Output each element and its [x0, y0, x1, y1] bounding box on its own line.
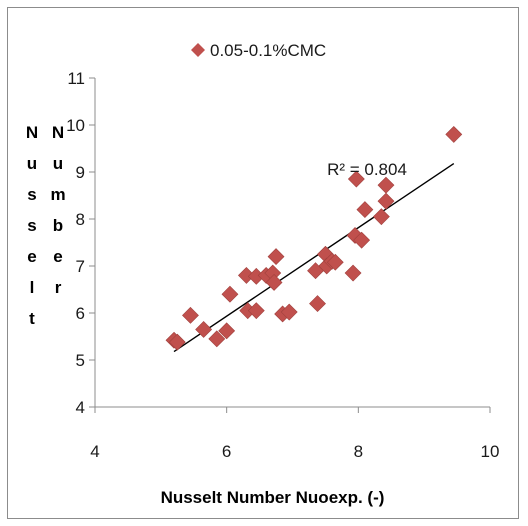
y-label-char: s [27, 185, 36, 204]
x-tick-labels: 4 6 8 10 [90, 442, 499, 461]
y-label-char: e [53, 247, 62, 266]
data-point [265, 274, 283, 291]
legend-label: 0.05-0.1%CMC [210, 41, 326, 60]
data-point [347, 170, 365, 188]
x-tick-label: 6 [222, 442, 231, 461]
y-label-char: u [53, 154, 63, 173]
y-tick-label: 7 [76, 257, 85, 276]
data-point [218, 322, 236, 340]
chart-area [7, 7, 519, 519]
trendline-group [173, 162, 455, 353]
legend: 0.05-0.1%CMC [191, 41, 326, 60]
data-point [280, 303, 298, 321]
y-label-char: l [30, 278, 35, 297]
axes [89, 77, 491, 413]
y-tick-label: 5 [76, 351, 85, 370]
x-tick-label: 10 [481, 442, 500, 461]
data-point [377, 176, 395, 194]
y-tick-label: 10 [66, 116, 85, 135]
y-label-char: s [27, 216, 36, 235]
data-point [445, 125, 463, 143]
data-point [208, 330, 226, 348]
y-label-char: u [27, 154, 37, 173]
x-axis-label: Nusselt Number Nuoexp. (-) [161, 488, 385, 507]
y-label-char: e [27, 247, 36, 266]
data-points [165, 125, 463, 351]
x-tick-label: 8 [354, 442, 363, 461]
y-tick-label: 4 [76, 398, 85, 417]
data-point [326, 253, 344, 271]
x-tick-label: 4 [90, 442, 99, 461]
data-point [195, 321, 213, 338]
y-label-char: r [55, 278, 62, 297]
y-tick-label: 6 [76, 304, 85, 323]
y-tick-label: 11 [67, 69, 85, 88]
data-point [377, 192, 395, 210]
y-label-char: b [53, 216, 63, 235]
data-point [168, 333, 186, 351]
data-point [353, 231, 371, 249]
data-point [356, 201, 374, 219]
data-point [221, 285, 239, 303]
data-point [372, 208, 390, 226]
y-tick-label: 9 [76, 163, 85, 182]
y-label-char: N [52, 123, 64, 142]
y-tick-label: 8 [76, 210, 85, 229]
data-point [182, 306, 199, 324]
data-point [267, 248, 285, 266]
data-point [309, 295, 326, 313]
y-label-char: t [29, 309, 35, 328]
y-label-char: N [26, 123, 38, 142]
trendline [173, 162, 455, 353]
data-point [247, 302, 265, 320]
y-tick-labels: 4 5 6 7 8 9 10 11 [66, 69, 85, 417]
r-squared-label: R² = 0.804 [327, 160, 407, 179]
y-label-char: m [50, 185, 65, 204]
data-point [344, 264, 362, 282]
legend-marker [191, 43, 205, 57]
